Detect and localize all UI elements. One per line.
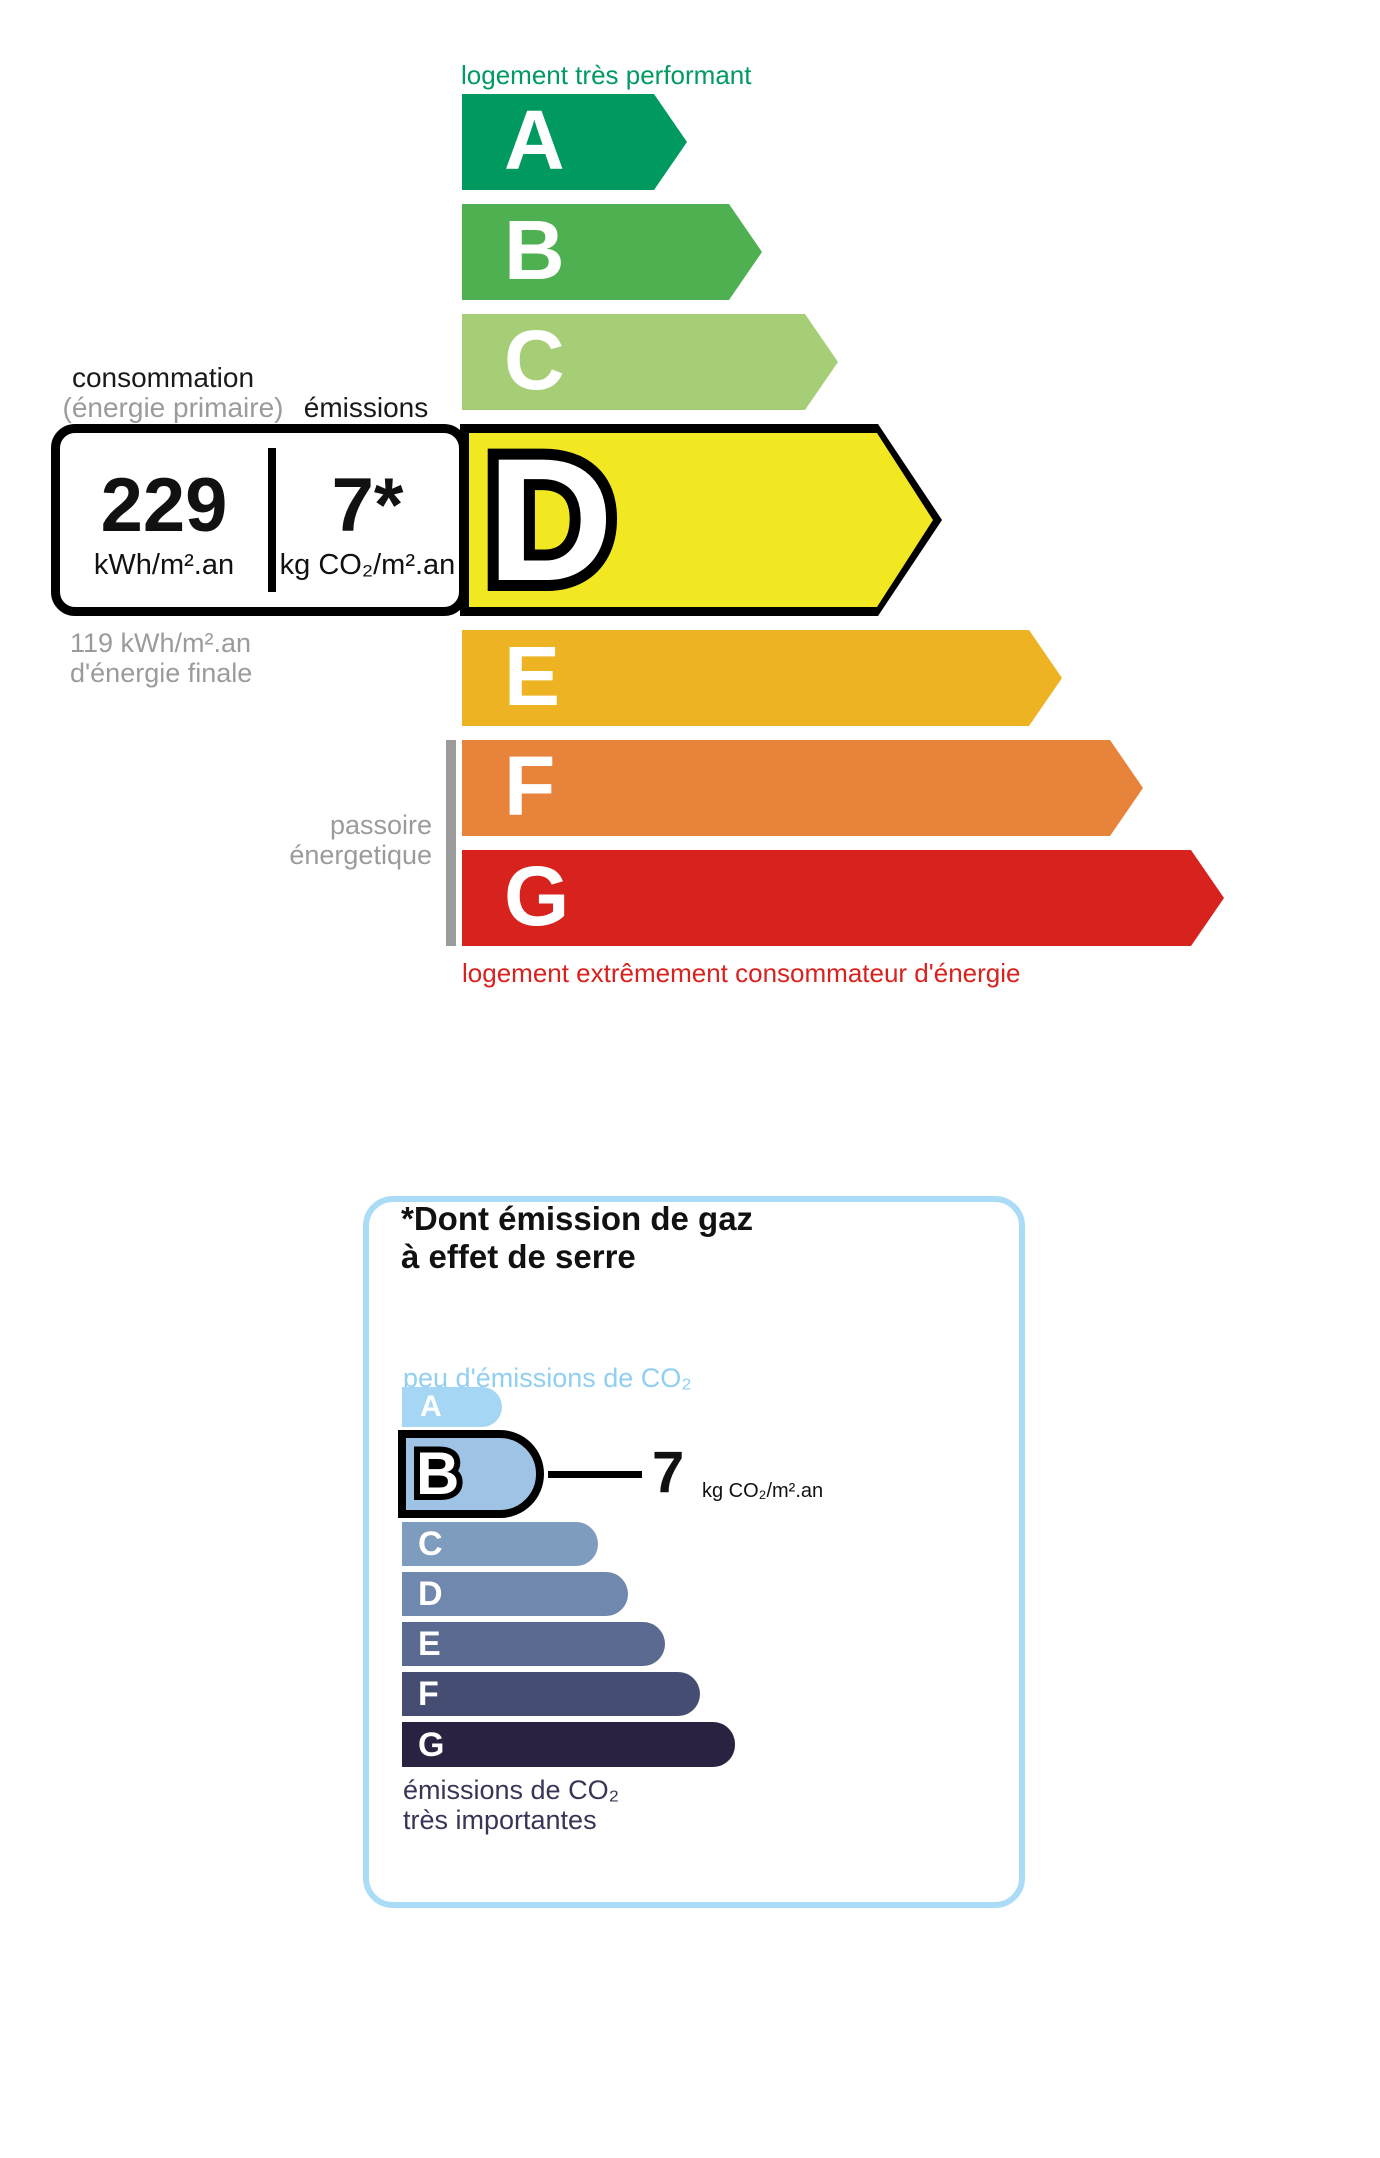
energy-bottom-caption: logement extrêmement consommateur d'éner… <box>462 958 1021 988</box>
consumption-value: 229 <box>100 463 228 548</box>
energy-band-b: B <box>462 204 762 300</box>
co2-callout-line <box>548 1471 642 1478</box>
sieve-label-line2: énergetique <box>289 840 432 870</box>
consumption-header: consommation <box>71 362 255 393</box>
co2-high-caption-line1: émissions de CO₂ <box>403 1775 620 1805</box>
energy-band-g: G <box>462 850 1224 946</box>
co2-bar-b-letter-fill: B <box>416 1440 460 1507</box>
co2-bar-f-letter: F <box>418 1675 439 1713</box>
energy-band-d-letter-fill: D <box>487 422 614 618</box>
energy-band-e: E <box>462 630 1062 726</box>
co2-bar-f: F <box>402 1672 700 1716</box>
energy-band-d <box>469 433 933 607</box>
sieve-marker-bar <box>446 740 456 946</box>
sieve-label: passoire énergetique <box>200 810 432 870</box>
sieve-label-line1: passoire <box>329 810 432 840</box>
consumption-subheader: (énergie primaire) <box>62 392 284 423</box>
emissions-value: 7* <box>331 463 404 548</box>
emissions-unit: kg CO₂/m².an <box>279 549 456 581</box>
co2-high-caption-line2: très importantes <box>403 1805 597 1835</box>
co2-bar-c: C <box>402 1522 598 1566</box>
co2-bar-g-letter: G <box>418 1725 445 1764</box>
value-box: 229 kWh/m².an 7* kg CO₂/m².an <box>51 424 468 616</box>
energy-band-f-letter: F <box>504 739 556 833</box>
energy-band-c-letter: C <box>504 313 565 407</box>
co2-bar-d-letter: D <box>418 1575 443 1613</box>
value-box-divider <box>268 448 276 592</box>
energy-band-c: C <box>462 314 838 410</box>
co2-bar-d: D <box>402 1572 628 1616</box>
co2-bar-e: E <box>402 1622 665 1666</box>
energy-band-a: A <box>462 94 687 190</box>
co2-high-caption: émissions de CO₂ très importantes <box>403 1775 619 1835</box>
energy-band-d-letter-outline: D <box>476 422 624 619</box>
co2-panel-title-line2: à effet de serre <box>401 1238 636 1275</box>
co2-value: 7 <box>652 1440 685 1505</box>
emissions-header: émissions <box>303 392 429 423</box>
co2-panel-title-line1: *Dont émission de gaz <box>401 1200 754 1237</box>
energy-band-f: F <box>462 740 1143 836</box>
co2-panel-title: *Dont émission de gaz à effet de serre <box>401 1200 753 1276</box>
co2-value-unit: kg CO₂/m².an <box>702 1480 824 1502</box>
final-energy-note: 119 kWh/m².an d'énergie finale <box>70 628 252 688</box>
co2-bar-e-letter: E <box>418 1625 441 1663</box>
consumption-cell: 229 kWh/m².an <box>60 433 268 607</box>
consumption-unit: kWh/m².an <box>93 549 235 581</box>
co2-bar-b-letter-outline: B <box>410 1438 465 1510</box>
final-energy-note-line1: 119 kWh/m².an <box>70 628 252 658</box>
co2-bar-b: B B <box>398 1430 544 1518</box>
emissions-cell: 7* kg CO₂/m².an <box>276 433 459 607</box>
co2-bar-c-letter: C <box>418 1525 443 1563</box>
energy-band-d-letter: D D <box>476 422 624 619</box>
final-energy-note-line2: d'énergie finale <box>70 658 253 688</box>
energy-top-caption: logement très performant <box>461 60 752 90</box>
co2-bar-a-letter: A <box>420 1390 442 1423</box>
energy-band-b-letter: B <box>504 203 565 297</box>
co2-bar-g: G <box>402 1722 735 1767</box>
co2-bar-a: A <box>402 1387 502 1427</box>
energy-band-a-letter: A <box>504 93 565 187</box>
energy-band-g-letter: G <box>504 849 570 943</box>
energy-band-e-letter: E <box>504 629 561 723</box>
